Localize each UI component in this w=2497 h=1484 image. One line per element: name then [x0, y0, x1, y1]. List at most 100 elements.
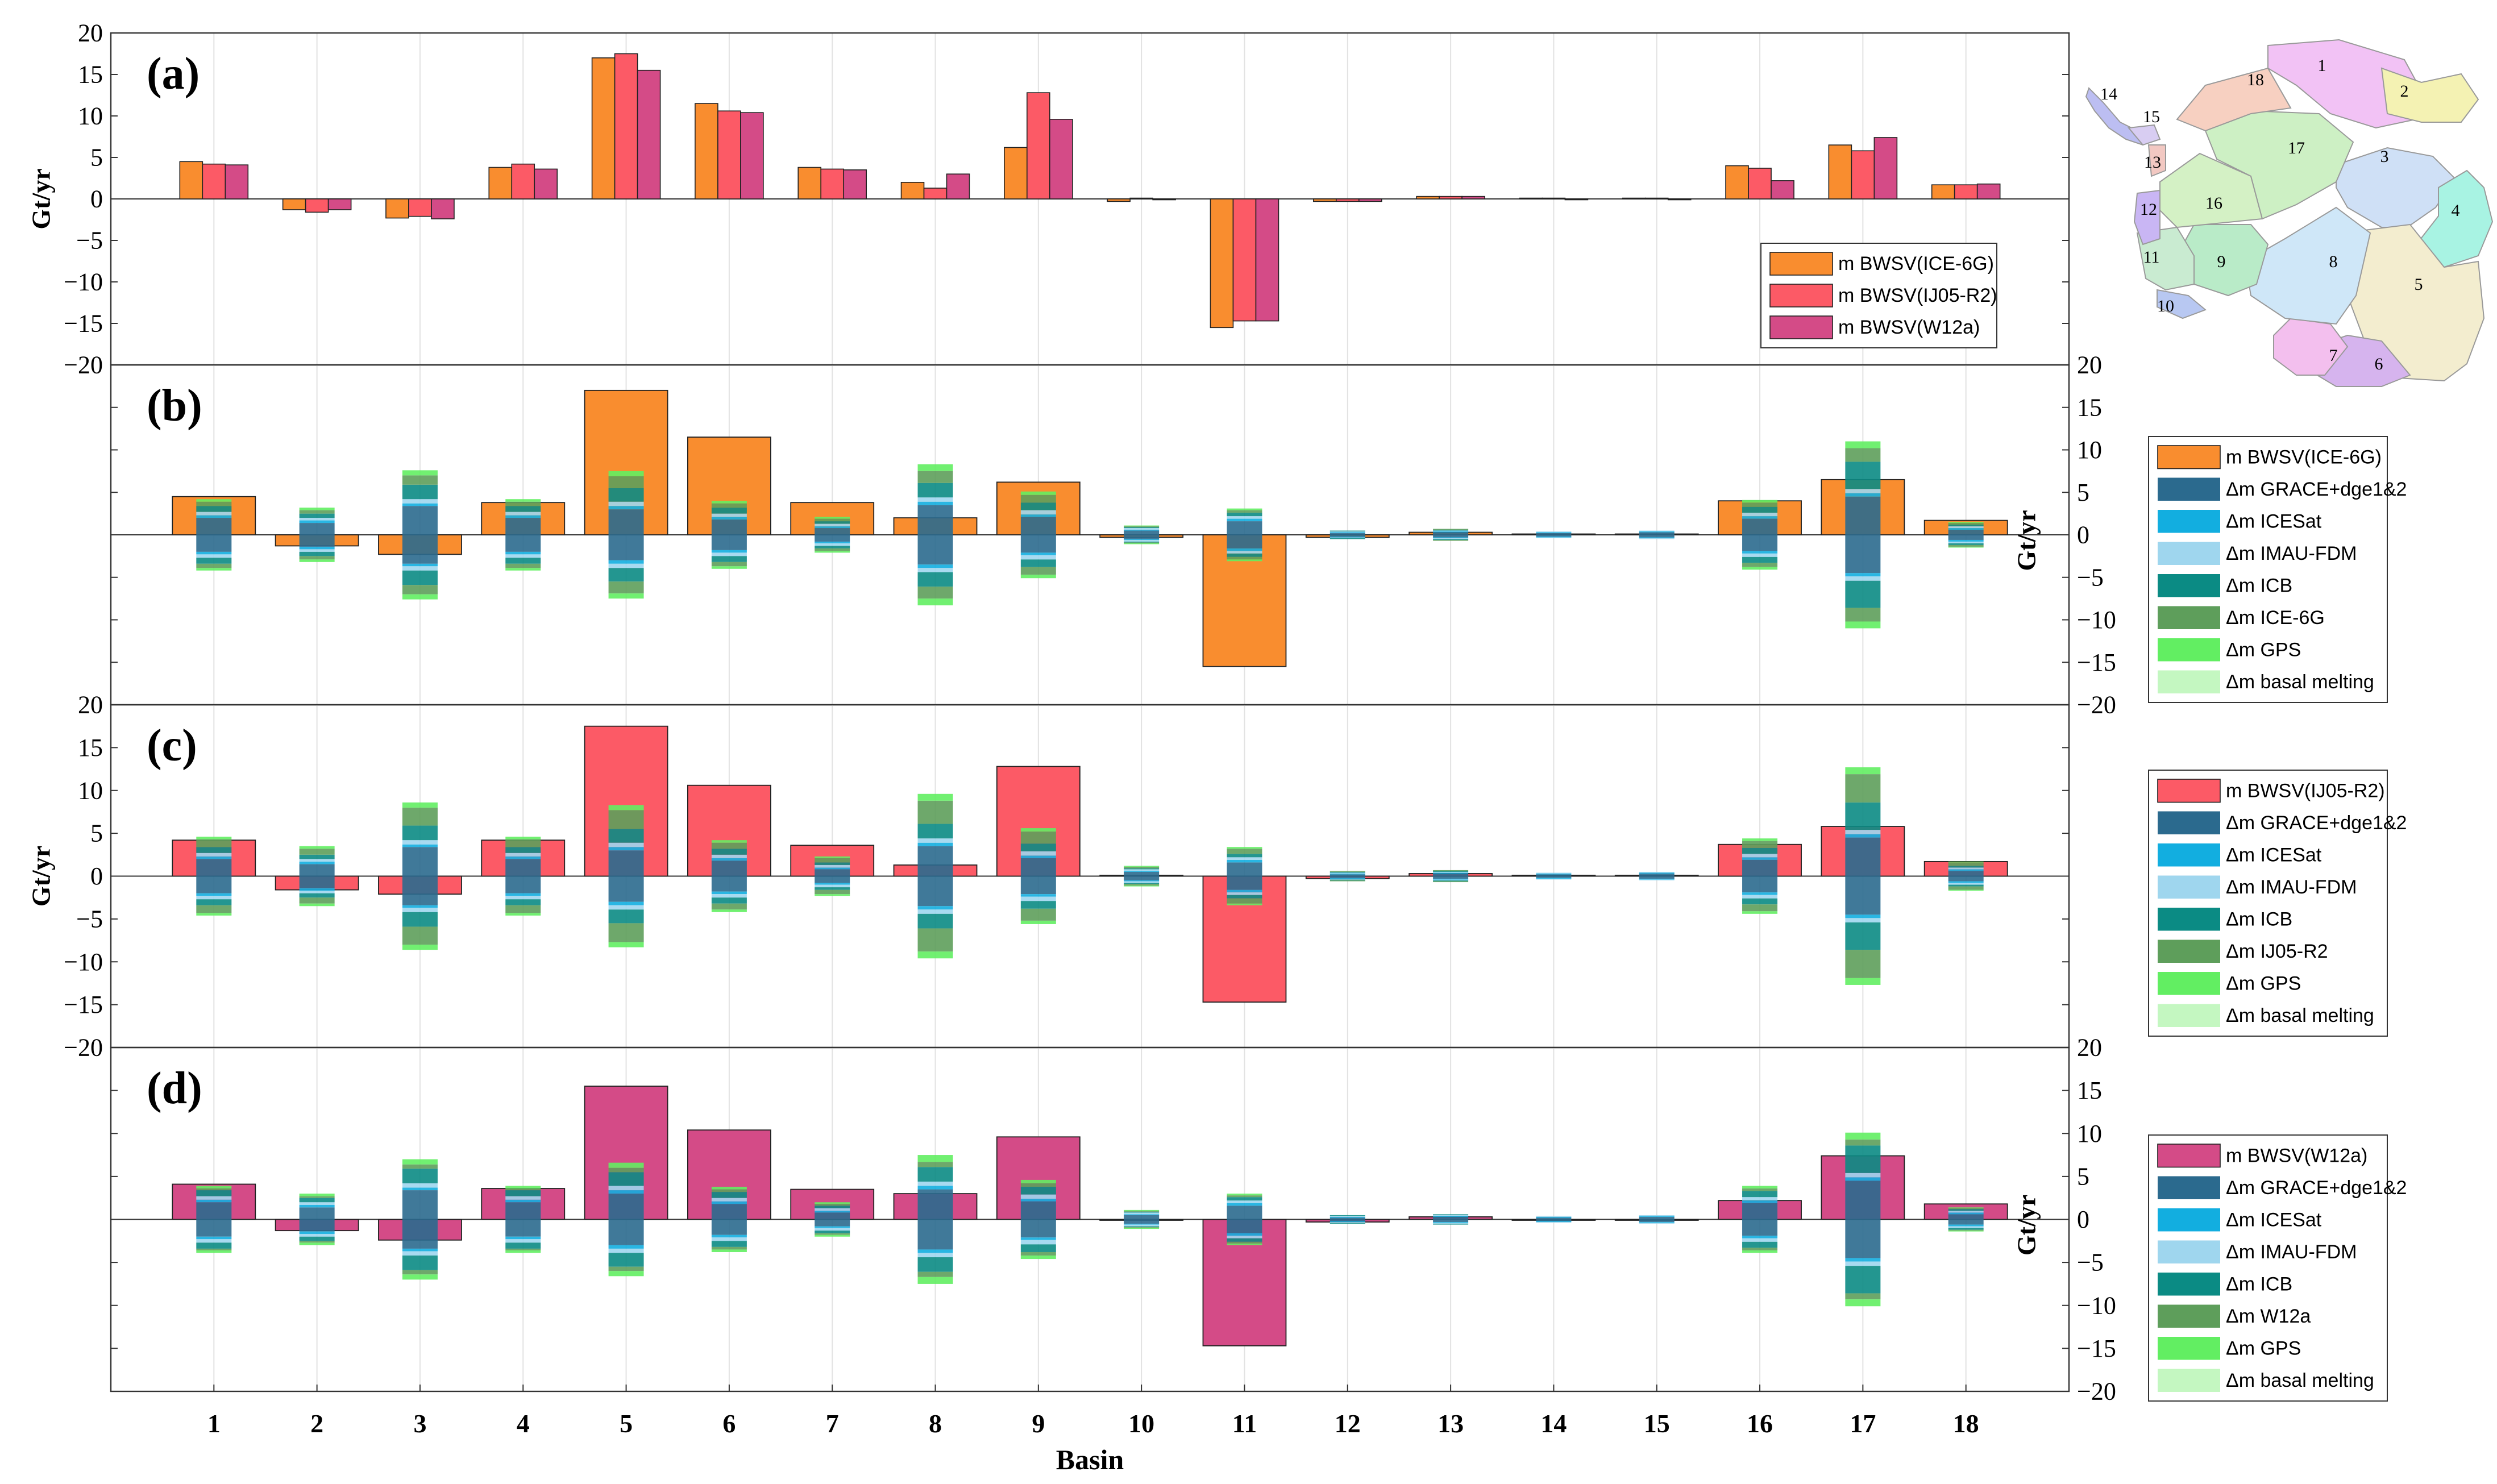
err-grace-pos-c-3: [402, 847, 438, 876]
err-imau-neg-b-13: [1433, 538, 1469, 539]
err-icb-pos-b-11: [1227, 513, 1262, 517]
err-imau-neg-d-8: [917, 1253, 953, 1258]
legend-label: Δm ICB: [2226, 575, 2292, 596]
err-gia-neg-c-16: [1742, 904, 1778, 912]
err-imau-pos-c-14: [1536, 872, 1572, 874]
err-icesat-neg-d-11: [1227, 1233, 1262, 1236]
err-gia-neg-c-11: [1227, 898, 1262, 904]
err-imau-pos-c-13: [1433, 871, 1469, 873]
bar-a-3-basin-2: [327, 198, 352, 210]
err-gps-neg-b-4: [505, 568, 541, 571]
legend-d: m BWSV(W12a) Δm GRACE+dge1&2 Δm ICESat Δm I…: [2148, 1134, 2407, 1402]
err-gia-pos-d-9: [1020, 1183, 1056, 1187]
err-icesat-neg-c-18: [1948, 881, 1984, 883]
err-icesat-neg-b-1: [196, 551, 232, 555]
err-grace-neg-c-2: [299, 876, 335, 888]
err-icesat-pos-b-7: [815, 526, 850, 529]
err-imau-neg-b-3: [402, 566, 438, 571]
bar-a-3-basin-18: [1976, 183, 2001, 199]
err-gia-pos-b-1: [196, 501, 232, 506]
err-gps-neg-d-8: [917, 1277, 953, 1284]
legend-swatch: [2157, 445, 2221, 469]
err-icesat-pos-c-10: [1124, 871, 1160, 872]
err-gia-neg-c-5: [608, 923, 644, 942]
err-imau-neg-d-9: [1020, 1240, 1056, 1245]
err-icb-pos-c-16: [1742, 847, 1778, 854]
bar-a-2-basin-2: [305, 198, 329, 213]
err-grace-pos-d-4: [505, 1202, 541, 1220]
basin-region-12: [2133, 189, 2161, 246]
ytick-label: 20: [2077, 351, 2102, 379]
err-icesat-neg-b-15: [1639, 537, 1675, 538]
err-gps-pos-b-11: [1227, 508, 1262, 510]
err-icesat-pos-d-4: [505, 1199, 541, 1203]
ytick-label: −20: [2077, 691, 2116, 719]
bar-a-2-basin-10: [1129, 197, 1153, 199]
err-grace-neg-d-13: [1433, 1219, 1469, 1223]
err-icb-pos-b-8: [917, 483, 953, 498]
err-icesat-pos-b-13: [1433, 531, 1469, 533]
legend-label: m BWSV(W12a): [2226, 1145, 2367, 1166]
err-gps-neg-c-8: [917, 951, 953, 959]
err-gia-pos-b-13: [1433, 529, 1469, 530]
legend-swatch: [2157, 779, 2221, 803]
err-icb-neg-d-7: [815, 1231, 850, 1233]
err-icb-pos-d-9: [1020, 1187, 1056, 1195]
legend-swatch: [2158, 940, 2220, 963]
err-icesat-neg-c-4: [505, 893, 541, 896]
bar-a-1-basin-15: [1622, 197, 1646, 199]
err-icb-pos-c-13: [1433, 871, 1469, 872]
err-gia-neg-b-11: [1227, 556, 1262, 560]
err-grace-pos-d-8: [917, 1189, 953, 1220]
err-imau-neg-d-17: [1845, 1261, 1881, 1266]
err-imau-neg-c-5: [608, 905, 644, 910]
basin-label-16: 16: [2205, 194, 2222, 213]
err-icb-pos-b-4: [505, 506, 541, 512]
bar-a-2-basin-8: [923, 188, 948, 199]
err-imau-pos-b-8: [917, 497, 953, 502]
err-imau-neg-b-17: [1845, 576, 1881, 581]
err-gia-pos-c-1: [196, 839, 232, 847]
err-imau-pos-d-10: [1124, 1212, 1160, 1215]
err-icb-pos-d-2: [299, 1198, 335, 1203]
legend-swatch: [1769, 315, 1833, 339]
err-gia-pos-c-17: [1845, 774, 1881, 803]
err-imau-pos-c-15: [1639, 871, 1675, 873]
ytick-label: 5: [2077, 479, 2089, 506]
bar-a-3-basin-13: [1461, 196, 1485, 199]
err-gia-neg-b-1: [196, 563, 232, 568]
err-imau-pos-d-3: [402, 1183, 438, 1188]
err-grace-neg-b-13: [1433, 535, 1469, 538]
err-icesat-pos-b-15: [1639, 531, 1675, 533]
err-imau-pos-c-6: [711, 854, 747, 858]
err-grace-pos-d-17: [1845, 1180, 1881, 1220]
err-imau-pos-b-7: [815, 523, 850, 527]
err-imau-neg-c-12: [1329, 879, 1365, 880]
xtick-label-10: 10: [1128, 1409, 1154, 1438]
legend-swatch: [2158, 1337, 2220, 1360]
basin-region-18: [2176, 67, 2292, 132]
err-imau-pos-c-4: [505, 853, 541, 857]
err-imau-pos-d-7: [815, 1208, 850, 1211]
ytick-label: −10: [64, 948, 103, 976]
xtick-label-13: 13: [1437, 1409, 1464, 1438]
err-icesat-neg-b-4: [505, 551, 541, 555]
legend-label: Δm GRACE+dge1&2: [2226, 812, 2407, 834]
err-gps-pos-c-9: [1020, 828, 1056, 832]
err-icesat-neg-c-13: [1433, 879, 1469, 880]
err-grace-neg-c-10: [1124, 876, 1160, 881]
bar-a-2-basin-15: [1644, 197, 1669, 199]
basin-region-16: [2159, 152, 2263, 228]
bar-a-3-basin-1: [225, 164, 249, 199]
err-gps-pos-c-8: [917, 793, 953, 801]
err-grace-neg-c-1: [196, 876, 232, 893]
err-icb-pos-c-3: [402, 825, 438, 841]
err-gia-pos-b-3: [402, 475, 438, 485]
err-imau-neg-b-9: [1020, 555, 1056, 560]
err-icb-pos-d-4: [505, 1190, 541, 1196]
err-icesat-neg-b-11: [1227, 548, 1262, 551]
err-imau-neg-d-2: [299, 1234, 335, 1237]
err-icesat-neg-d-17: [1845, 1258, 1881, 1262]
err-icesat-neg-d-18: [1948, 1224, 1984, 1227]
err-grace-pos-d-14: [1536, 1217, 1572, 1220]
